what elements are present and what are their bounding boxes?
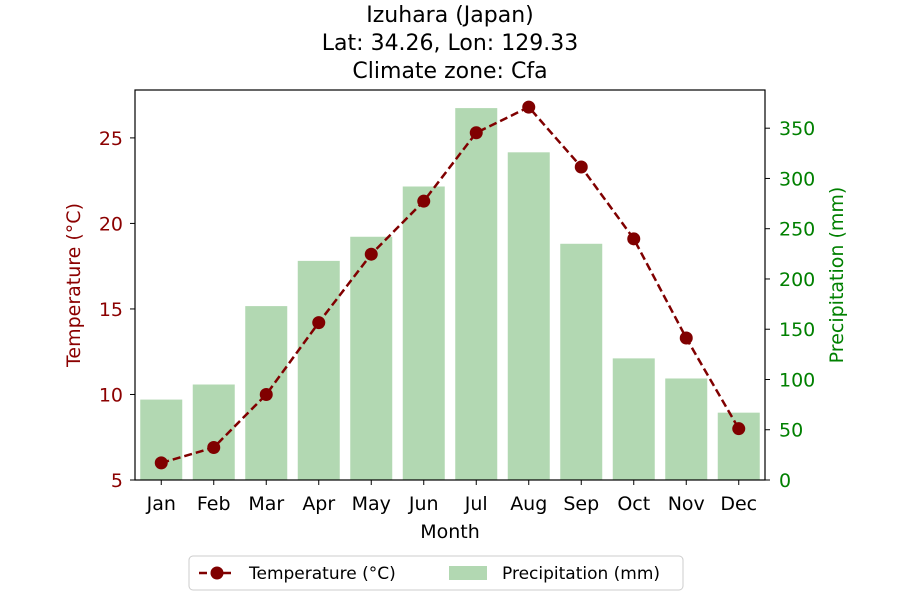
legend-precipitation-label: Precipitation (mm) (502, 564, 660, 584)
legend-temperature-label: Temperature (°C) (248, 564, 396, 584)
x-tick-label: Apr (302, 493, 335, 515)
chart-title-line: Lat: 34.26, Lon: 129.33 (322, 31, 578, 56)
temperature-point-dec (732, 422, 746, 436)
y-right-tick-label: 300 (779, 168, 815, 190)
precip-bar-sep (560, 243, 603, 480)
plot-frame (134, 89, 766, 481)
x-axis-label: Month (420, 521, 480, 543)
temperature-point-apr (312, 316, 326, 330)
x-tick-label: Sep (563, 493, 599, 515)
y-left-tick-label: 15 (99, 299, 123, 321)
legend-temperature-marker (210, 566, 224, 580)
temperature-point-feb (207, 441, 221, 454)
precip-bar-oct (612, 358, 655, 480)
temperature-point-jul (469, 126, 483, 140)
x-tick-label: Jan (146, 493, 176, 515)
temperature-point-oct (627, 232, 641, 246)
precip-bar-aug (507, 152, 550, 480)
precip-bar-apr (297, 260, 340, 480)
precip-bar-jun (402, 186, 445, 480)
y-right-axis-label: Precipitation (mm) (826, 187, 848, 364)
x-tick-label: Feb (197, 493, 231, 515)
y-right-tick-label: 0 (779, 470, 791, 492)
x-tick-label: Jun (408, 493, 439, 515)
x-tick-label: Dec (720, 493, 757, 515)
y-right-tick-label: 100 (779, 369, 815, 391)
temperature-point-nov (679, 331, 693, 345)
precip-bar-nov (665, 378, 708, 480)
x-tick-label: Mar (248, 493, 284, 515)
y-left-tick-label: 10 (99, 384, 123, 406)
y-left-tick-label: 20 (99, 213, 123, 235)
x-tick-label: May (352, 493, 391, 515)
y-right-tick-label: 50 (779, 420, 803, 442)
temperature-point-jan (154, 456, 168, 470)
temperature-point-jun (417, 194, 431, 208)
chart-title-line: Izuhara (Japan) (366, 3, 533, 28)
chart-title-line: Climate zone: Cfa (352, 59, 547, 84)
y-left-tick-label: 5 (111, 470, 123, 492)
temperature-point-may (364, 247, 378, 261)
x-tick-label: Aug (510, 493, 547, 515)
y-left-tick-label: 25 (99, 128, 123, 150)
legend-box (188, 555, 684, 591)
temperature-line (160, 105, 740, 465)
legend-precipitation-swatch (449, 566, 487, 580)
y-right-tick-label: 200 (779, 269, 815, 291)
y-right-tick-label: 150 (779, 319, 815, 341)
x-tick-label: Nov (668, 493, 705, 515)
temperature-point-mar (259, 387, 273, 401)
precip-bar-may (350, 236, 393, 480)
temperature-point-sep (574, 160, 588, 174)
y-right-tick-label: 250 (779, 219, 815, 241)
y-right-tick-label: 350 (779, 118, 815, 140)
x-tick-label: Jul (464, 493, 488, 515)
temperature-point-aug (522, 100, 536, 114)
precip-bar-jul (455, 108, 498, 481)
x-tick-label: Oct (617, 493, 650, 515)
y-left-axis-label: Temperature (°C) (63, 203, 85, 368)
